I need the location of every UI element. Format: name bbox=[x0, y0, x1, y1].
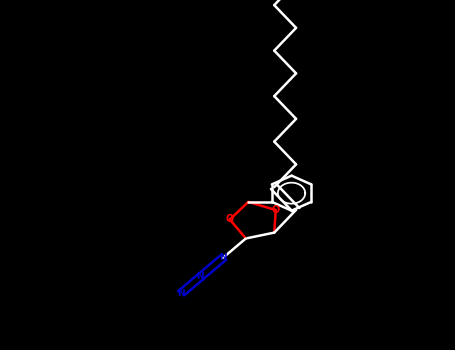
Text: O: O bbox=[272, 205, 280, 215]
Text: N: N bbox=[197, 272, 204, 281]
Text: N: N bbox=[219, 253, 227, 262]
Text: O: O bbox=[226, 215, 234, 224]
Text: N: N bbox=[177, 289, 185, 298]
